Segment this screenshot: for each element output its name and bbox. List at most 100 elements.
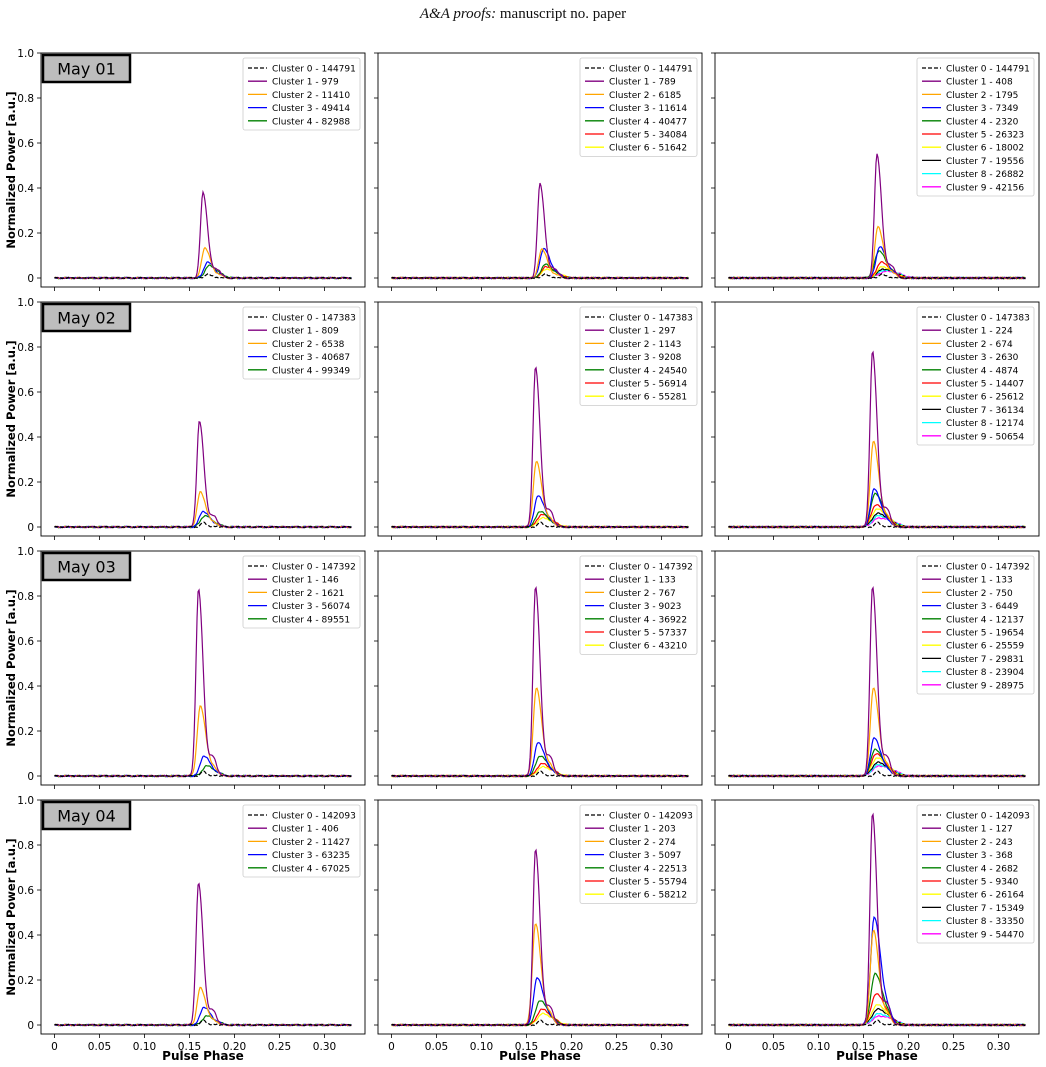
legend: Cluster 0 - 142093 Cluster 1 - 406 Cluster… — [242, 804, 361, 878]
curves — [728, 586, 1026, 778]
series-line-cluster-1 — [391, 366, 689, 529]
legend-entry: Cluster 0 - 147392 — [609, 563, 693, 573]
series-line-cluster-1 — [728, 586, 1026, 778]
curves — [391, 848, 689, 1027]
legend-entry: Cluster 6 - 58212 — [609, 891, 687, 901]
legend: Cluster 0 - 147383 Cluster 1 - 809 Cluster… — [242, 306, 361, 380]
date-badge — [41, 551, 132, 582]
legend: Cluster 0 - 144791 Cluster 1 - 408 Cluster… — [916, 57, 1035, 197]
legend-entry: Cluster 4 - 82988 — [272, 117, 350, 127]
y-tick-label: 0.2 — [17, 726, 34, 738]
legend-entry: Cluster 2 - 1795 — [946, 91, 1018, 101]
x-tick-label: 0.15 — [178, 1041, 201, 1053]
date-badge-label: May 02 — [57, 309, 116, 328]
legend-entry: Cluster 1 - 133 — [609, 576, 676, 586]
y-tick-label: 1.0 — [17, 795, 34, 807]
y-tick-label: 0 — [27, 771, 34, 783]
legend: Cluster 0 - 147392 Cluster 1 - 133 Cluster… — [916, 555, 1035, 695]
legend-entry: Cluster 3 - 368 — [946, 851, 1013, 861]
legend-entry: Cluster 6 - 26164 — [946, 891, 1024, 901]
curves — [391, 586, 689, 778]
legend-entry: Cluster 3 - 6449 — [946, 602, 1019, 612]
legend-entry: Cluster 3 - 49414 — [272, 104, 350, 114]
x-tick-label: 0.25 — [942, 1041, 965, 1053]
y-tick-label: 0.8 — [17, 840, 34, 852]
y-tick-label: 0 — [27, 273, 34, 285]
legend-entry: Cluster 6 - 43210 — [609, 642, 687, 652]
y-tick-label: 0.8 — [17, 342, 34, 354]
legend-entry: Cluster 7 - 36134 — [946, 406, 1024, 416]
series-line-cluster-1 — [728, 153, 1026, 280]
legend-entry: Cluster 1 - 133 — [946, 576, 1013, 586]
legend-entry: Cluster 7 - 15349 — [946, 904, 1024, 914]
curves — [54, 189, 352, 280]
legend-entry: Cluster 2 - 767 — [609, 589, 676, 599]
legend-entry: Cluster 0 - 142093 — [272, 812, 356, 822]
x-tick-label: 0.10 — [470, 1041, 493, 1053]
x-tick-label: 0.15 — [852, 1041, 875, 1053]
y-tick-label: 0.4 — [17, 681, 34, 693]
y-axis-label: Normalized Power [a.u.] — [4, 91, 18, 248]
legend-box — [579, 804, 698, 904]
x-tick-label: 0.20 — [223, 1041, 246, 1053]
legend-entry: Cluster 8 - 26882 — [946, 170, 1024, 180]
x-axis-label: Pulse Phase — [162, 1049, 244, 1063]
legend-entry: Cluster 2 - 1621 — [272, 589, 344, 599]
legend-entry: Cluster 6 - 55281 — [609, 393, 687, 403]
series-line-cluster-0 — [54, 273, 352, 280]
date-badge-label: May 01 — [57, 60, 116, 79]
series-line-cluster-1 — [54, 588, 352, 778]
x-tick-label: 0 — [388, 1041, 395, 1053]
x-tick-label: 0.30 — [313, 1041, 336, 1053]
panel-r4-c1: 0 0.05 0.10 0.15 0.20 0.25 0.30 0 0.2 0.4 0.6 0.8 1.… — [17, 795, 366, 1053]
legend-entry: Cluster 5 - 26323 — [946, 131, 1024, 141]
x-tick-label: 0.05 — [425, 1041, 448, 1053]
legend-entry: Cluster 1 - 406 — [272, 825, 339, 835]
series-line-cluster-1 — [54, 189, 352, 280]
legend-entry: Cluster 4 - 2320 — [946, 117, 1019, 127]
legend-entry: Cluster 9 - 50654 — [946, 432, 1024, 442]
x-tick-label: 0.20 — [560, 1041, 583, 1053]
y-tick-label: 0.6 — [17, 885, 34, 897]
manuscript-label: manuscript no. paper — [499, 6, 627, 22]
legend-entry: Cluster 5 - 9340 — [946, 878, 1019, 888]
legend-entry: Cluster 1 - 146 — [272, 576, 339, 586]
legend-entry: Cluster 4 - 24540 — [609, 366, 687, 376]
legend-entry: Cluster 0 - 147383 — [609, 314, 693, 324]
legend-entry: Cluster 3 - 7349 — [946, 104, 1019, 114]
legend: Cluster 0 - 142093 Cluster 1 - 127 Cluster… — [916, 804, 1035, 944]
y-tick-label: 0.2 — [17, 477, 34, 489]
x-tick-label: 0.05 — [88, 1041, 111, 1053]
legend-entry: Cluster 0 - 142093 — [946, 812, 1030, 822]
y-tick-label: 1.0 — [17, 546, 34, 558]
legend-entry: Cluster 2 - 6538 — [272, 340, 345, 350]
legend-entry: Cluster 0 - 147383 — [946, 314, 1030, 324]
legend-entry: Cluster 7 - 19556 — [946, 157, 1024, 167]
legend-entry: Cluster 2 - 11427 — [272, 838, 350, 848]
series-line-cluster-1 — [391, 182, 689, 280]
legend-entry: Cluster 1 - 789 — [609, 78, 676, 88]
legend-entry: Cluster 4 - 4874 — [946, 366, 1019, 376]
legend-entry: Cluster 0 - 147392 — [946, 563, 1030, 573]
series-line-cluster-1 — [54, 421, 352, 529]
y-axis-label: Normalized Power [a.u.] — [4, 340, 18, 497]
x-axis-label: Pulse Phase — [836, 1049, 918, 1063]
legend-entry: Cluster 1 - 203 — [609, 825, 676, 835]
legend-entry: Cluster 8 - 12174 — [946, 419, 1024, 429]
legend-entry: Cluster 2 - 11410 — [272, 91, 350, 101]
y-tick-label: 0.4 — [17, 432, 34, 444]
legend-entry: Cluster 4 - 36922 — [609, 615, 687, 625]
legend: Cluster 0 - 144791 Cluster 1 - 979 Cluster… — [242, 57, 361, 131]
legend-entry: Cluster 5 - 34084 — [609, 131, 687, 141]
y-tick-label: 0.4 — [17, 930, 34, 942]
curves — [728, 153, 1026, 280]
legend-box — [579, 57, 698, 157]
legend-entry: Cluster 0 - 144791 — [946, 65, 1030, 75]
x-tick-label: 0.15 — [515, 1041, 538, 1053]
legend-entry: Cluster 1 - 127 — [946, 825, 1013, 835]
series-line-cluster-0 — [728, 273, 1026, 280]
x-tick-label: 0.30 — [987, 1041, 1010, 1053]
legend-entry: Cluster 0 - 144791 — [609, 65, 693, 75]
